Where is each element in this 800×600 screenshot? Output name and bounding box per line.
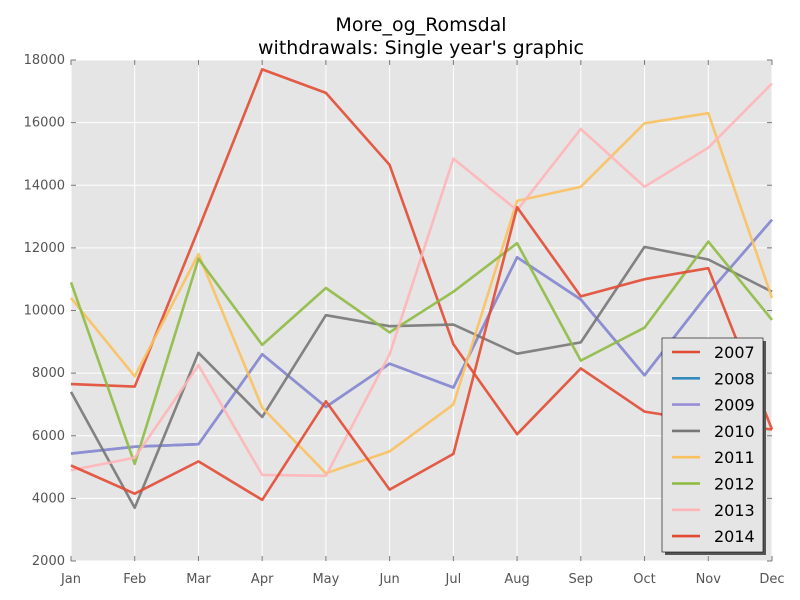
y-tick-label: 6000 (32, 429, 65, 444)
x-tick-label: Jan (60, 572, 81, 587)
y-tick-label: 4000 (32, 491, 65, 506)
x-tick-label: Sep (569, 572, 594, 587)
y-tick-label: 8000 (32, 366, 65, 381)
y-tick-label: 12000 (24, 241, 65, 256)
legend-box (661, 337, 764, 553)
x-tick-label: Jul (445, 572, 462, 587)
axis-ticks: 2000 4000 6000 8000 10000 12000 14000 16000 1800… (24, 53, 785, 587)
legend-label-2007: 2007 (714, 343, 755, 362)
series-lines (69, 68, 774, 510)
y-tick-label: 2000 (32, 554, 65, 569)
x-tick-label: Aug (504, 572, 529, 587)
y-tick-label: 10000 (24, 304, 65, 319)
chart-subtitle: withdrawals: Single year's graphic (258, 37, 584, 59)
legend-label-2013: 2013 (714, 501, 755, 520)
x-tick-label: May (312, 572, 339, 587)
series-line-2013 (70, 82, 773, 478)
legend-label-2011: 2011 (714, 448, 755, 467)
x-tick-label: Oct (633, 572, 655, 587)
legend: 2007 2008 2009 2010 2011 2012 2013 2014 (661, 337, 766, 555)
series-line-2012 (69, 240, 774, 466)
legend-label-2014: 2014 (714, 527, 755, 546)
y-tick-label: 14000 (24, 178, 65, 193)
y-tick-label: 16000 (24, 116, 65, 131)
x-tick-label: Dec (759, 572, 784, 587)
y-tick-label: 18000 (24, 53, 65, 68)
series-line-2011 (69, 111, 774, 475)
series-line-2014 (70, 205, 774, 502)
series-line-2009 (70, 218, 773, 455)
x-tick-label: Jun (378, 572, 399, 587)
legend-label-2012: 2012 (714, 475, 755, 494)
legend-label-2009: 2009 (714, 396, 755, 415)
x-tick-label: Apr (251, 572, 274, 587)
legend-label-2010: 2010 (714, 422, 755, 441)
chart-title: More_og_Romsdal (335, 14, 506, 36)
legend-label-2008: 2008 (714, 369, 755, 388)
x-tick-label: Feb (123, 572, 146, 587)
x-tick-label: Nov (696, 572, 722, 587)
x-tick-label: Mar (186, 572, 211, 587)
